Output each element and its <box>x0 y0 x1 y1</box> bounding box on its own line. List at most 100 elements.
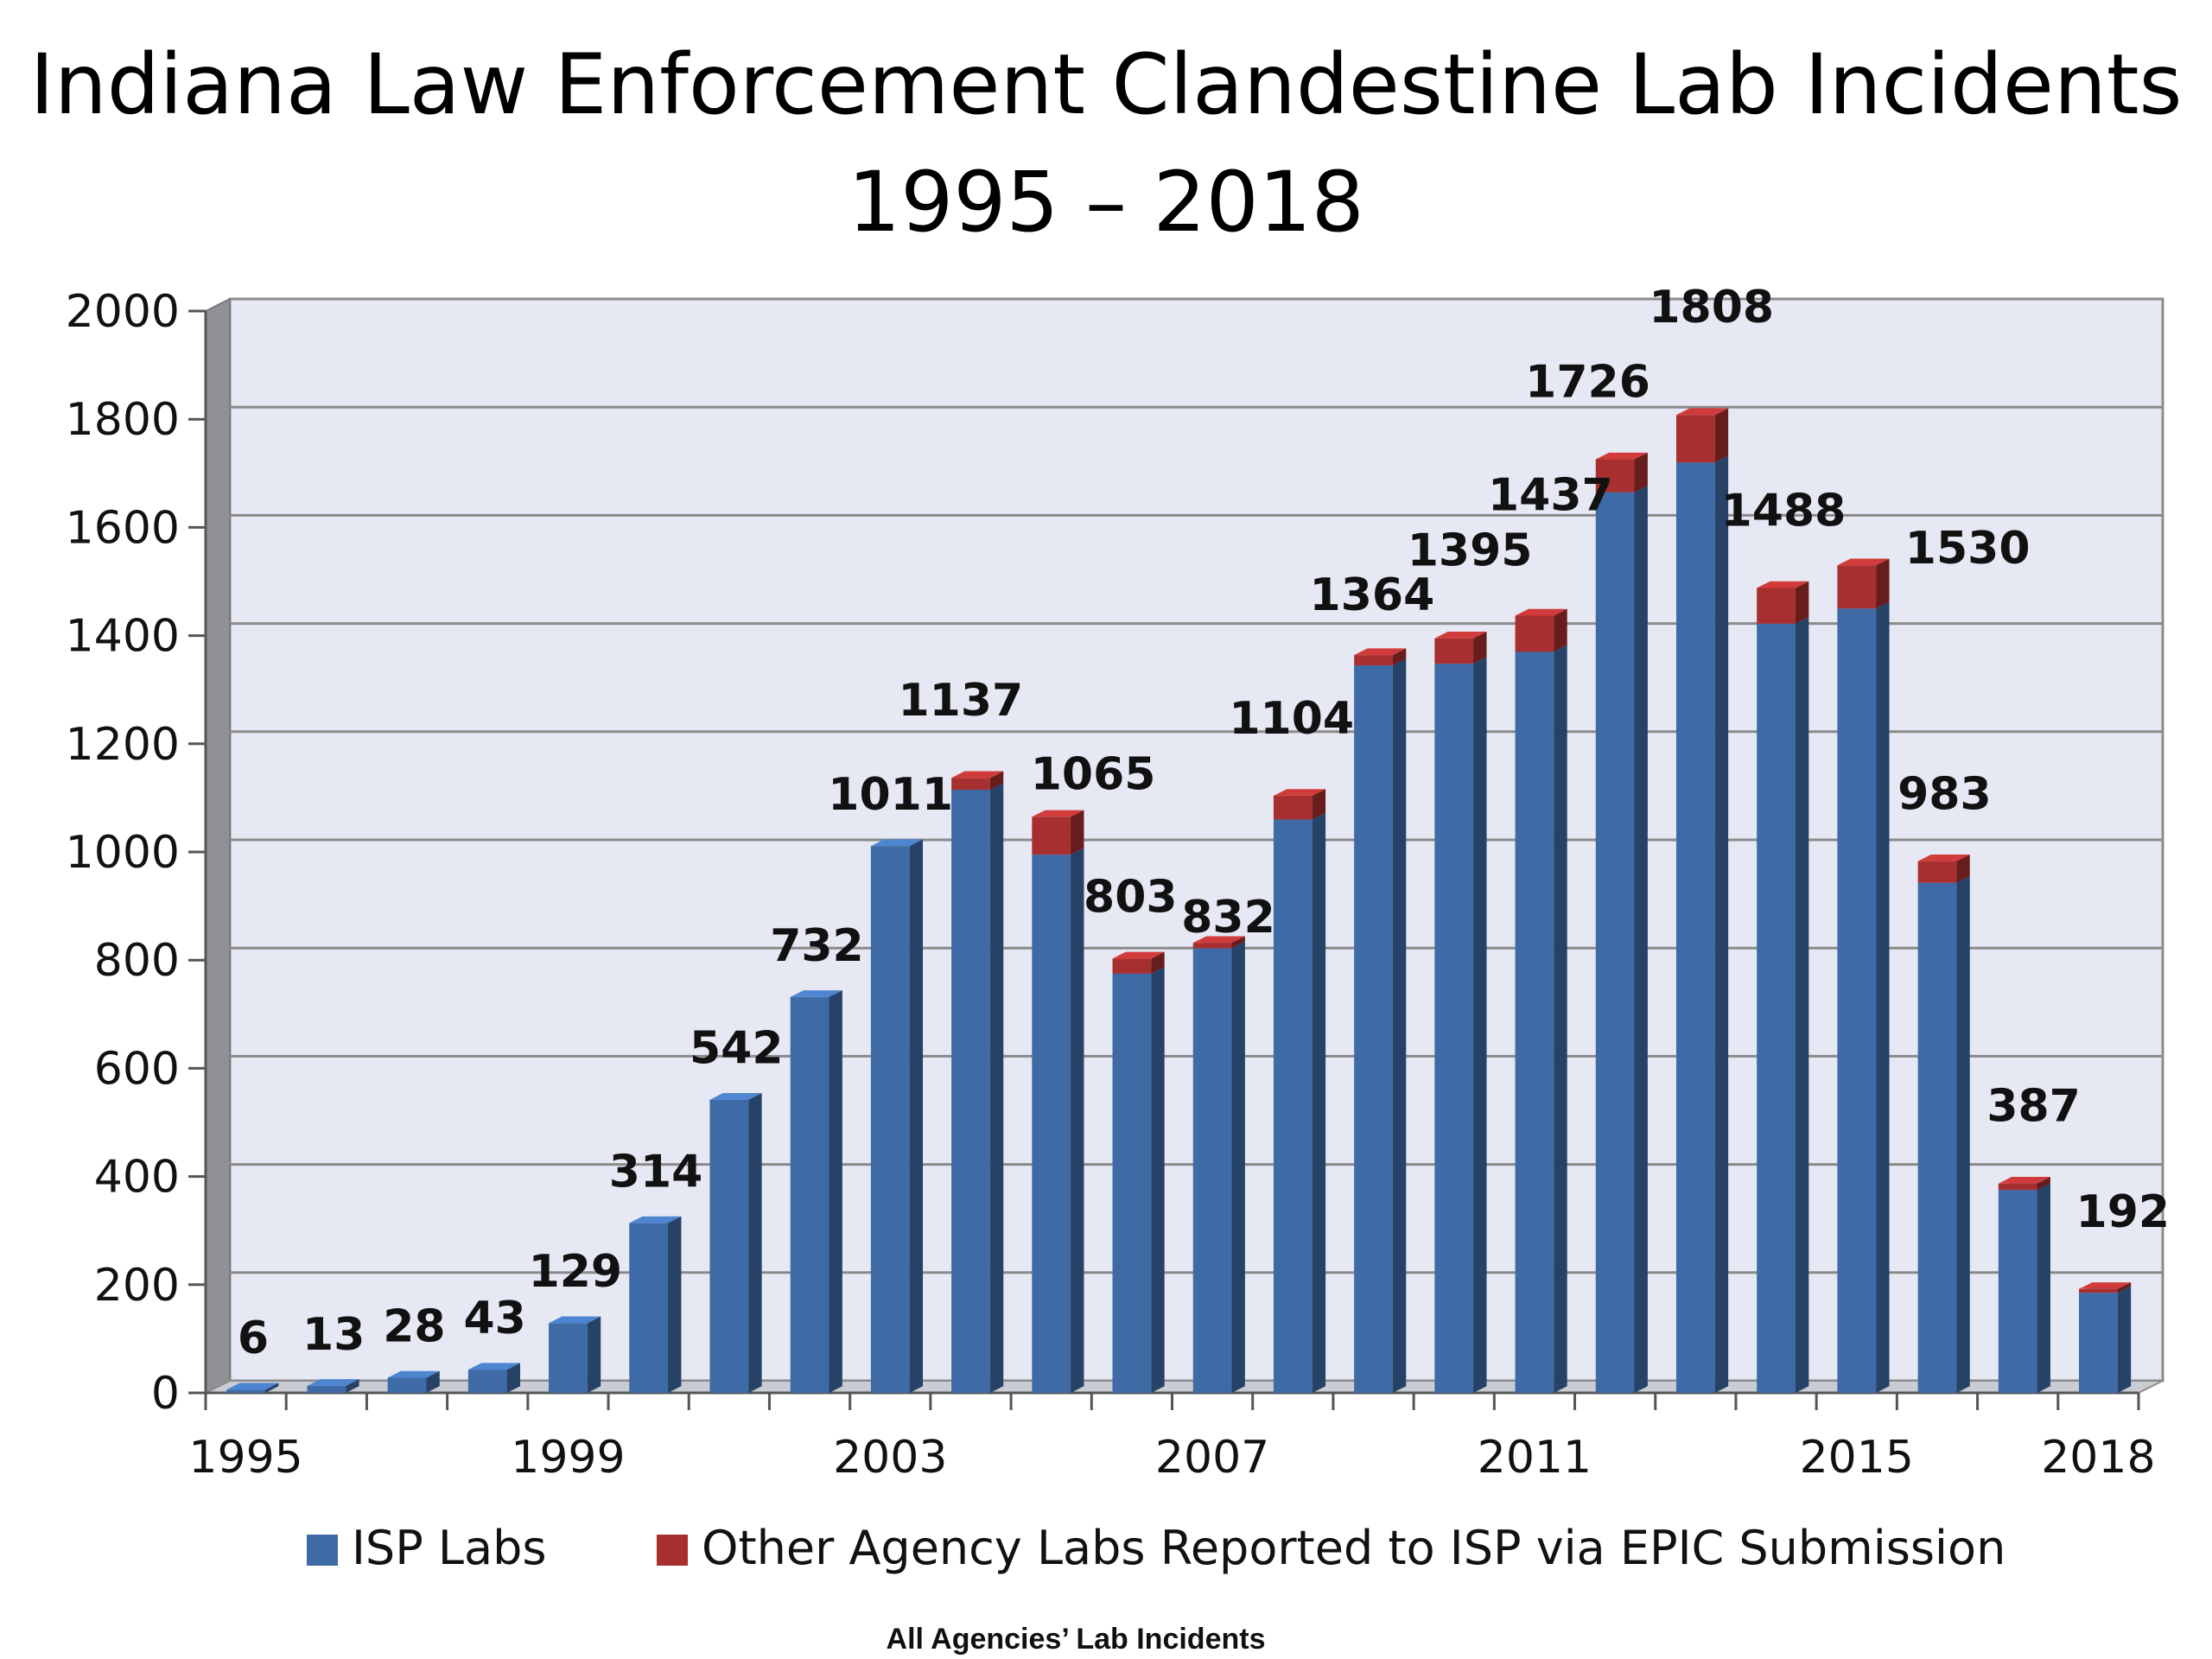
data-label: 192 <box>2076 1186 2171 1238</box>
bar-other-agency-side <box>1231 936 1245 949</box>
bar-isp-labs-front <box>709 1099 749 1393</box>
bar-isp-labs-side <box>1634 486 1648 1393</box>
bar-isp-labs <box>629 1216 682 1393</box>
bar-other-agency-front <box>1675 415 1715 463</box>
bar-isp-labs-top <box>307 1379 359 1386</box>
bar-isp-labs-side <box>264 1382 279 1393</box>
bar-isp-labs <box>307 1379 359 1393</box>
bar-isp-labs <box>1837 601 1890 1393</box>
bar-other-agency-top <box>951 771 1004 779</box>
data-label: 1726 <box>1525 357 1650 409</box>
bar-isp-labs <box>1032 848 1084 1393</box>
y-tick-label: 600 <box>94 1043 180 1095</box>
bar-other-agency-top <box>2079 1282 2132 1289</box>
bar-isp-labs-front <box>2079 1293 2118 1393</box>
data-label: 1488 <box>1721 486 1847 537</box>
bar-isp-labs-front <box>1675 462 1715 1393</box>
bar-other-agency <box>1192 936 1245 949</box>
x-tick-label: 1999 <box>511 1432 625 1484</box>
bar-isp-labs <box>1998 1183 2050 1393</box>
bar-other-agency-side <box>1312 789 1326 820</box>
data-label: 1137 <box>899 675 1024 727</box>
bar-isp-labs-side <box>426 1370 440 1393</box>
bar-isp-labs-side <box>1554 645 1567 1393</box>
bar-isp-labs-front <box>1595 492 1635 1394</box>
bar-other-agency-top <box>1515 608 1567 616</box>
bar-other-agency <box>1757 581 1809 624</box>
bar-isp-labs <box>1273 812 1326 1393</box>
bar-other-agency-side <box>1714 408 1729 463</box>
plot-side-wall <box>205 297 231 1395</box>
y-tick-label: 1400 <box>66 611 180 663</box>
y-tick-label: 2000 <box>66 286 180 338</box>
bar-other-agency-side <box>1634 452 1648 493</box>
bar-other-agency-front <box>1595 459 1635 493</box>
bar-other-agency-top <box>1675 408 1729 416</box>
data-label: 732 <box>770 920 864 972</box>
bar-other-agency-side <box>1392 648 1407 666</box>
data-label: 13 <box>302 1309 365 1361</box>
data-label: 542 <box>690 1023 784 1075</box>
data-label: 314 <box>609 1146 703 1198</box>
data-label: 1437 <box>1488 469 1613 521</box>
legend-swatch <box>657 1535 688 1566</box>
bar-isp-labs-front <box>951 790 990 1393</box>
bar-other-agency-front <box>1192 943 1232 949</box>
bar-isp-labs <box>1675 455 1729 1393</box>
bar-other-agency-side <box>1876 558 1890 609</box>
x-tick-label: 2015 <box>1800 1432 1914 1484</box>
data-label: 1065 <box>1031 748 1156 800</box>
bar-isp-labs-front <box>387 1377 427 1393</box>
y-tick-label: 1800 <box>66 394 180 446</box>
bar-isp-labs <box>467 1363 520 1393</box>
bar-isp-labs <box>1434 657 1487 1393</box>
bar-other-agency-top <box>1273 789 1326 796</box>
data-label: 43 <box>463 1293 525 1344</box>
bar-other-agency-top <box>1434 632 1487 639</box>
chart-title-line: Indiana Law Enforcement Clandestine Lab … <box>29 36 2183 133</box>
bar-isp-labs-front <box>870 846 910 1393</box>
bar-other-agency-top <box>1032 810 1084 817</box>
bar-isp-labs-side <box>1151 967 1165 1393</box>
y-tick-label: 400 <box>94 1152 180 1204</box>
bar-isp-labs-front <box>1998 1190 2037 1393</box>
bar-isp-labs-front <box>467 1370 507 1393</box>
legend-label: Other Agency Labs Reported to ISP via EP… <box>702 1521 2005 1575</box>
bar-other-agency-front <box>1434 638 1474 664</box>
bars <box>226 408 2132 1394</box>
legend-swatch <box>307 1535 338 1566</box>
data-label: 28 <box>383 1300 445 1352</box>
bar-other-agency-front <box>2079 1288 2118 1294</box>
bar-isp-labs-top <box>387 1370 440 1378</box>
y-tick-label: 1600 <box>66 502 180 554</box>
bar-isp-labs-side <box>1392 658 1407 1393</box>
bar-isp-labs-side <box>1714 455 1729 1393</box>
bar-isp-labs <box>1515 645 1567 1393</box>
bar-isp-labs-side <box>346 1379 359 1393</box>
bar-other-agency-front <box>1837 565 1877 609</box>
bar-isp-labs-front <box>1837 608 1877 1393</box>
footnote: All Agencies’ Lab Incidents <box>887 1623 1266 1656</box>
x-tick-label: 2007 <box>1155 1432 1269 1484</box>
bar-isp-labs-top <box>870 839 924 847</box>
y-tick-label: 1000 <box>66 827 180 879</box>
bar-isp-labs-front <box>307 1385 346 1393</box>
y-tick-label: 800 <box>94 935 180 987</box>
bar-isp-labs <box>709 1093 762 1393</box>
x-tick-label: 2018 <box>2041 1432 2155 1484</box>
bar-isp-labs-side <box>1312 812 1326 1393</box>
bar-other-agency-side <box>1151 951 1165 974</box>
bar-isp-labs-front <box>790 996 830 1393</box>
bar-isp-labs-side <box>989 783 1004 1393</box>
bar-isp-labs-side <box>1071 848 1084 1393</box>
y-tick-label: 1200 <box>66 719 180 771</box>
bar-isp-labs-side <box>506 1363 520 1393</box>
y-tick-label: 0 <box>151 1368 180 1420</box>
bar-other-agency-side <box>1956 854 1970 883</box>
bar-isp-labs-top <box>629 1216 682 1224</box>
bar-other-agency-side <box>2037 1177 2050 1191</box>
bar-isp-labs-front <box>1354 665 1393 1393</box>
bar-isp-labs-side <box>587 1316 601 1393</box>
bar-other-agency <box>951 771 1004 791</box>
bar-other-agency <box>1998 1177 2050 1191</box>
